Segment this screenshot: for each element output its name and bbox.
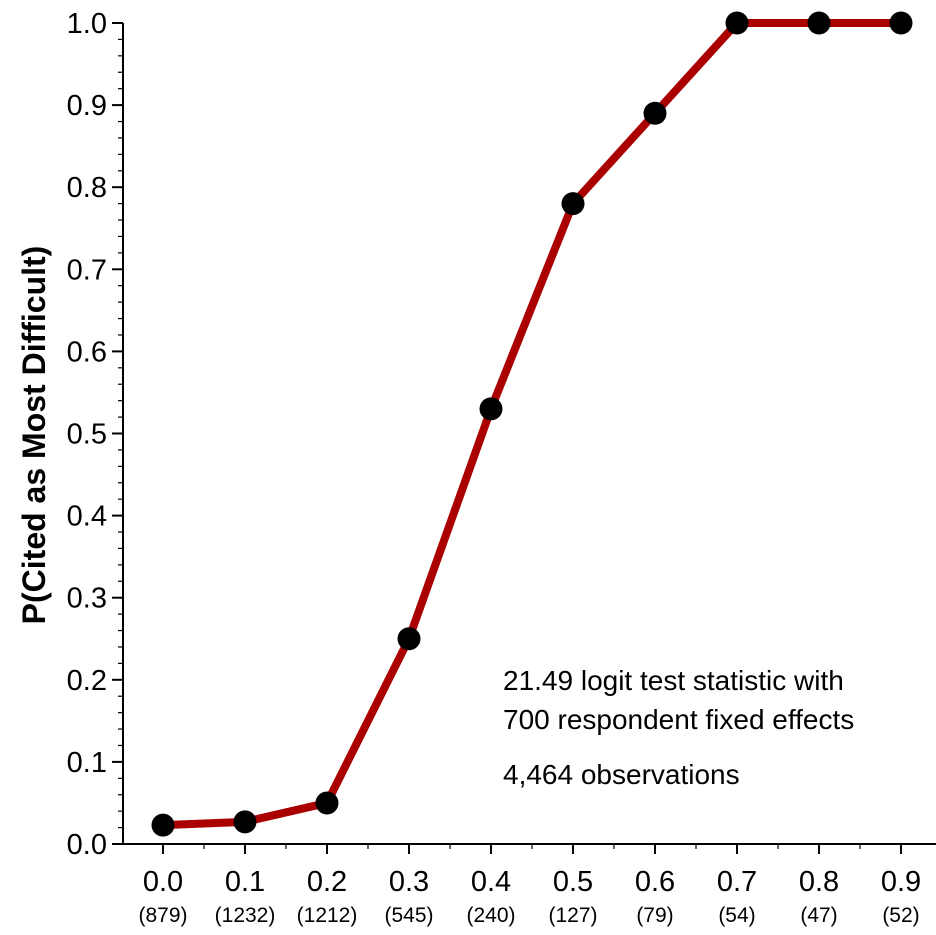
y-tick-label: 0.9	[67, 90, 107, 122]
x-count-label: (79)	[636, 904, 673, 927]
series-line-layer	[159, 19, 905, 830]
y-tick-label: 0.3	[67, 583, 107, 615]
data-point	[807, 11, 831, 35]
data-point	[643, 101, 667, 125]
data-points	[151, 11, 913, 837]
data-point	[479, 397, 503, 421]
annotation-line-3: 4,464 observations	[503, 759, 740, 790]
x-count-label: (879)	[138, 904, 187, 927]
x-count-label: (1212)	[297, 904, 358, 927]
x-tick-label: 0.6	[635, 866, 675, 898]
y-tick-label: 0.5	[67, 419, 107, 451]
x-count-label: (240)	[466, 904, 515, 927]
y-tick-label: 0.6	[67, 336, 107, 368]
data-point	[725, 11, 749, 35]
annotation-line-1: 21.49 logit test statistic with	[503, 665, 844, 696]
y-tick-label: 1.0	[67, 8, 107, 40]
y-tick-label: 0.7	[67, 254, 107, 286]
y-tick-label: 0.4	[67, 501, 107, 533]
x-count-label: (54)	[718, 904, 755, 927]
data-point	[233, 810, 257, 834]
y-tick-label: 0.0	[67, 829, 107, 861]
x-count-label: (47)	[800, 904, 837, 927]
y-tick-label: 0.1	[67, 747, 107, 779]
x-tick-label: 0.8	[799, 866, 839, 898]
x-tick-label: 0.2	[307, 866, 347, 898]
x-count-label: (127)	[548, 904, 597, 927]
axes: 0.0 0.1 0.2 0.3 0.4 0.5 0.6 0.7 0.8 0.9 1.0 0.0 (879…	[67, 8, 936, 927]
x-tick-label: 0.3	[389, 866, 429, 898]
annotation-line-2: 700 respondent fixed effects	[503, 704, 854, 735]
data-point	[397, 627, 421, 651]
y-tick-label: 0.8	[67, 172, 107, 204]
x-tick-label: 0.4	[471, 866, 511, 898]
x-tick-label: 0.1	[225, 866, 265, 898]
x-count-label: (52)	[882, 904, 919, 927]
x-tick-label: 0.7	[717, 866, 757, 898]
x-tick-label: 0.9	[881, 866, 921, 898]
data-point	[561, 192, 585, 216]
x-count-label: (1232)	[215, 904, 276, 927]
data-point	[889, 11, 913, 35]
x-tick-label: 0.5	[553, 866, 593, 898]
x-count-label: (545)	[384, 904, 433, 927]
y-axis-label: P(Cited as Most Difficult)	[16, 246, 52, 625]
data-point	[151, 813, 175, 837]
y-tick-label: 0.2	[67, 665, 107, 697]
series-line	[159, 19, 905, 830]
x-tick-label: 0.0	[143, 866, 183, 898]
data-point	[315, 791, 339, 815]
